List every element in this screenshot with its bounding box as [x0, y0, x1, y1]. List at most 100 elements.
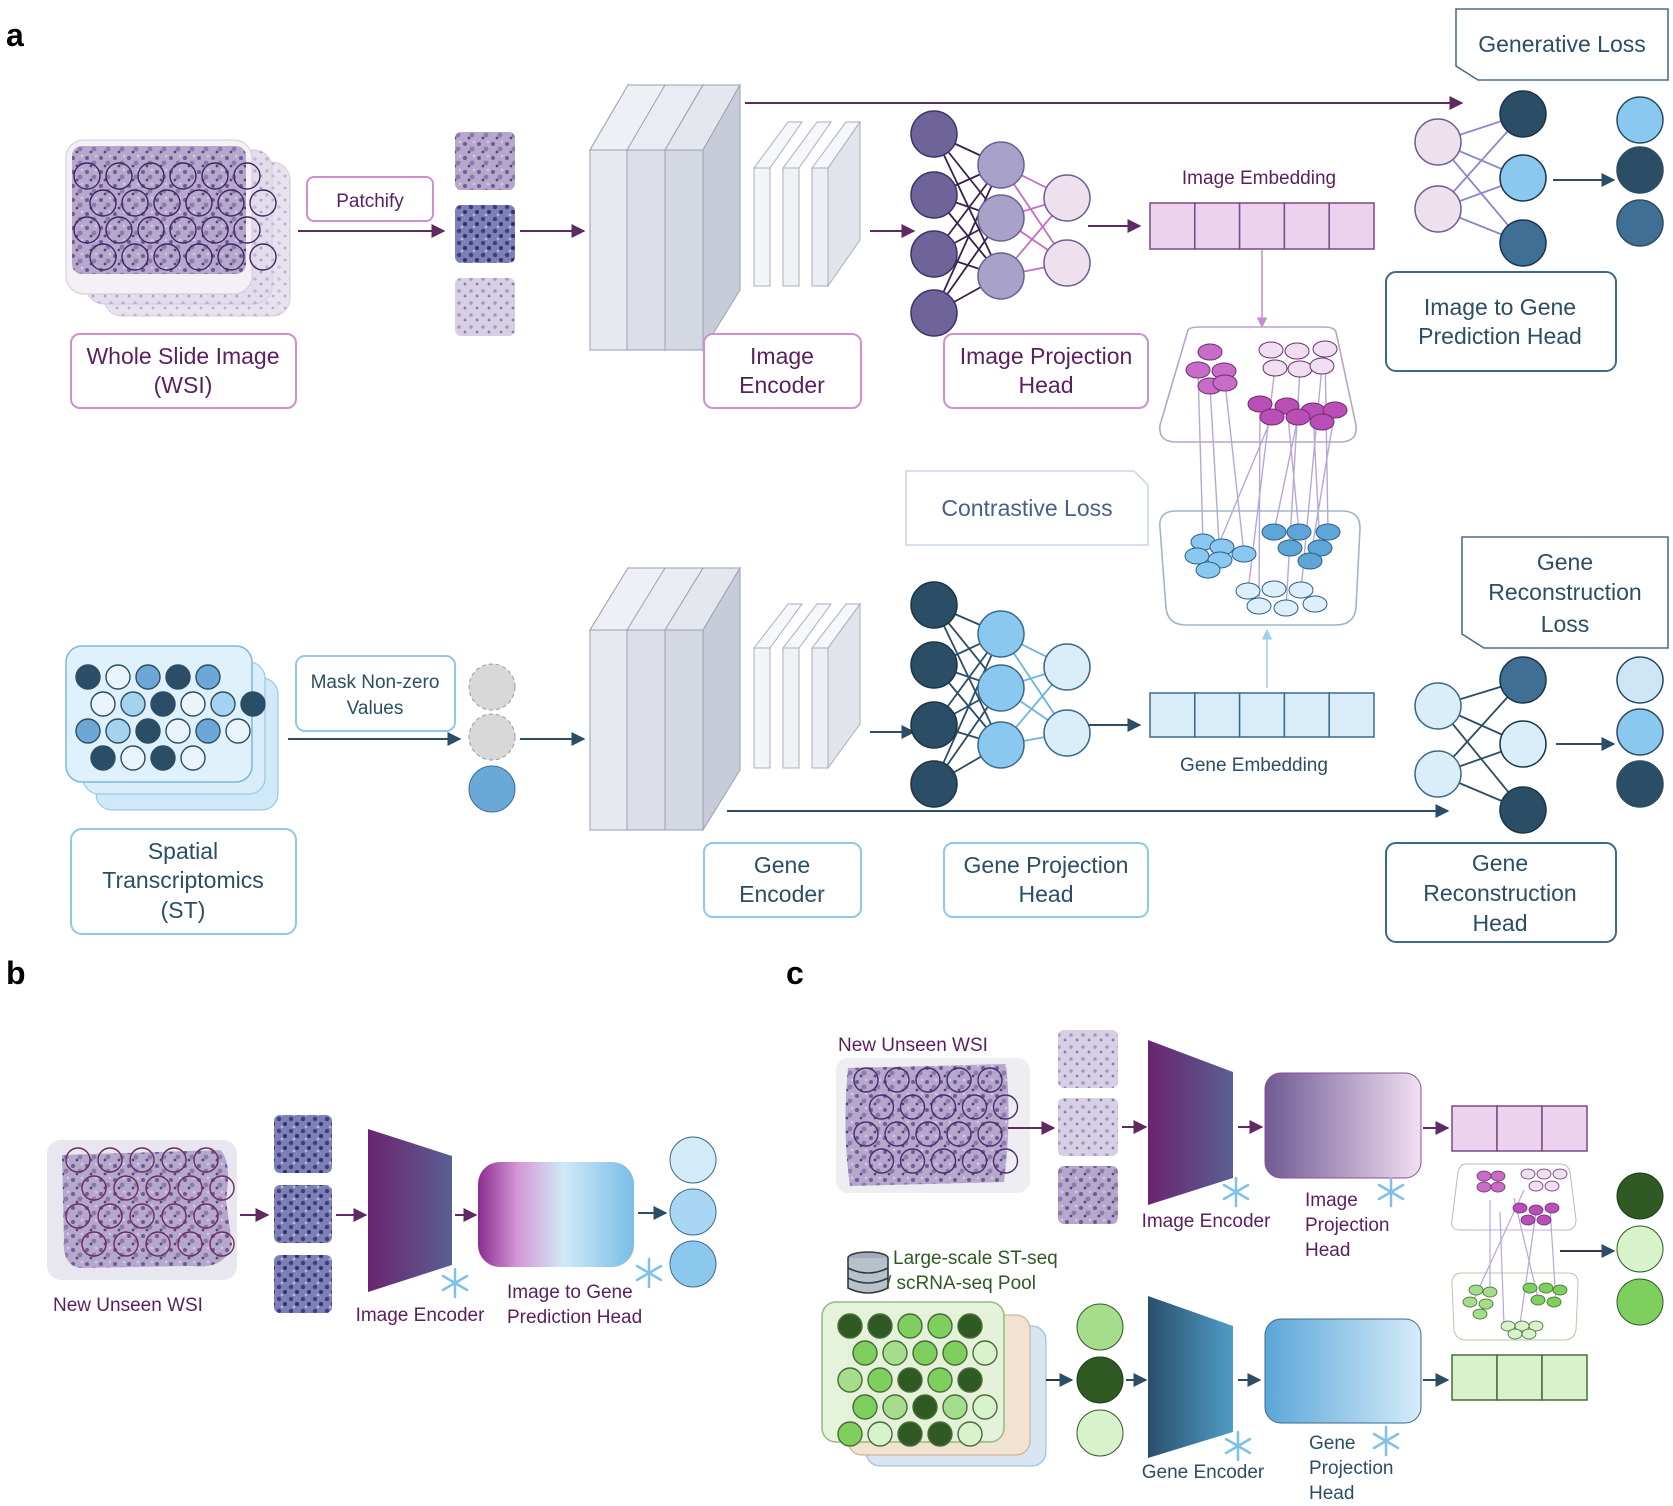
spot — [121, 243, 149, 271]
gene-latent-dot — [1538, 1282, 1554, 1294]
gene-latent-dot — [1522, 1282, 1538, 1294]
gene-latent-dot — [1482, 1286, 1498, 1298]
neuron — [1414, 682, 1462, 730]
neuron — [1499, 656, 1547, 704]
b-image-patches — [274, 1115, 332, 1313]
neuron — [1043, 643, 1091, 691]
spot — [249, 243, 277, 271]
spot — [161, 1203, 187, 1229]
gene-latent-dot — [1235, 582, 1261, 600]
patchify-label: Patchify — [336, 191, 404, 212]
image-latent-dot — [1185, 361, 1211, 379]
spot — [961, 1094, 988, 1120]
neuron — [977, 610, 1025, 658]
gene-encoder-label-line2: Encoder — [739, 881, 825, 907]
gene-encoder-label-line1: Gene — [754, 852, 810, 878]
embedding-cell — [1328, 692, 1375, 738]
spot — [105, 216, 133, 244]
spot — [837, 1313, 863, 1339]
panel-letter-a: a — [6, 17, 24, 53]
c-image-projection-head — [1264, 1072, 1422, 1179]
predicted-gene — [1616, 146, 1664, 194]
image-latent-dot — [1197, 343, 1223, 361]
spot — [65, 1203, 91, 1229]
gene-projection-network — [910, 581, 1091, 808]
gene-latent-dot — [1184, 547, 1210, 565]
spot — [225, 718, 251, 744]
gene-latent-dot — [1302, 595, 1328, 613]
embedding-cell — [1451, 1105, 1498, 1152]
reconstructed-gene — [1616, 760, 1664, 808]
b-predicted-genes — [669, 1136, 717, 1288]
spot — [977, 1067, 1003, 1093]
mask-label-line1: Mask Non-zero — [311, 672, 440, 693]
image-encoder-label-line2: Encoder — [739, 372, 825, 398]
gene-reconstruction-loss-box — [1461, 536, 1669, 649]
neuron — [1499, 786, 1547, 834]
neuron — [910, 760, 958, 808]
wsi-label-line2: (WSI) — [154, 372, 213, 398]
neuron — [1043, 239, 1091, 287]
gene-reconstruction-head-line2: Reconstruction — [1423, 880, 1576, 906]
spot — [129, 1203, 155, 1229]
image-latent-dot — [1258, 341, 1284, 359]
c-pool-label-line2: / scRNA-seq Pool — [886, 1273, 1036, 1294]
gene-latent-dot — [1472, 1308, 1488, 1320]
image-to-gene-head-label-box — [1385, 271, 1617, 372]
spot — [201, 162, 229, 190]
c-sampled-genes — [1076, 1303, 1124, 1457]
spot — [75, 718, 101, 744]
neuron — [910, 110, 958, 158]
spot — [946, 1067, 972, 1093]
spot — [169, 216, 197, 244]
image-latent-dot — [1309, 357, 1335, 375]
embedding-cell — [1283, 692, 1330, 738]
gene-latent-dot — [1277, 539, 1303, 557]
spot — [165, 664, 191, 690]
gene-latent-dot — [1528, 1320, 1544, 1332]
spot — [868, 1094, 895, 1120]
predicted-gene — [1616, 96, 1664, 144]
spot — [233, 162, 261, 190]
spot — [946, 1121, 972, 1147]
spot — [153, 189, 181, 217]
image-latent-dot — [1287, 360, 1313, 378]
embedding-cell — [1496, 1354, 1543, 1401]
gene-projection-label-line1: Gene Projection — [964, 852, 1129, 878]
predicted-gene — [1616, 199, 1664, 247]
spot — [177, 1231, 203, 1257]
pair-link — [1224, 382, 1245, 555]
image-embedding-vector — [1149, 202, 1375, 250]
spot — [97, 1203, 123, 1229]
gene-latent-dot — [1297, 552, 1323, 570]
spot — [897, 1367, 923, 1393]
gene-latent-dot — [1507, 1328, 1523, 1340]
spot — [105, 162, 133, 190]
gene-latent-dot — [1546, 1296, 1562, 1308]
gene-reconstruction-head-label-box — [1385, 842, 1617, 943]
spot — [145, 1175, 171, 1201]
image-latent-dot — [1476, 1170, 1492, 1182]
wsi-label-box — [70, 333, 297, 409]
spot — [185, 189, 213, 217]
spot — [165, 718, 191, 744]
neuron — [910, 641, 958, 689]
neuron — [1043, 174, 1091, 222]
neuron — [910, 581, 958, 629]
gene-latent-dot — [1273, 599, 1299, 617]
embedding-cell — [1238, 692, 1286, 738]
spot — [930, 1094, 957, 1120]
spot — [897, 1421, 923, 1447]
pair-link — [1312, 410, 1321, 549]
snowflake-icon — [635, 1257, 663, 1289]
spot — [899, 1148, 926, 1174]
spot — [137, 162, 165, 190]
neuron — [1499, 219, 1547, 267]
c-wsi-tissue — [845, 1064, 1009, 1186]
image-latent-dot — [1552, 1168, 1568, 1180]
gene-latent-dot — [1231, 545, 1257, 563]
panel-letter-b: b — [6, 955, 26, 991]
embedding-cell — [1149, 202, 1196, 250]
neuron — [1414, 185, 1462, 233]
